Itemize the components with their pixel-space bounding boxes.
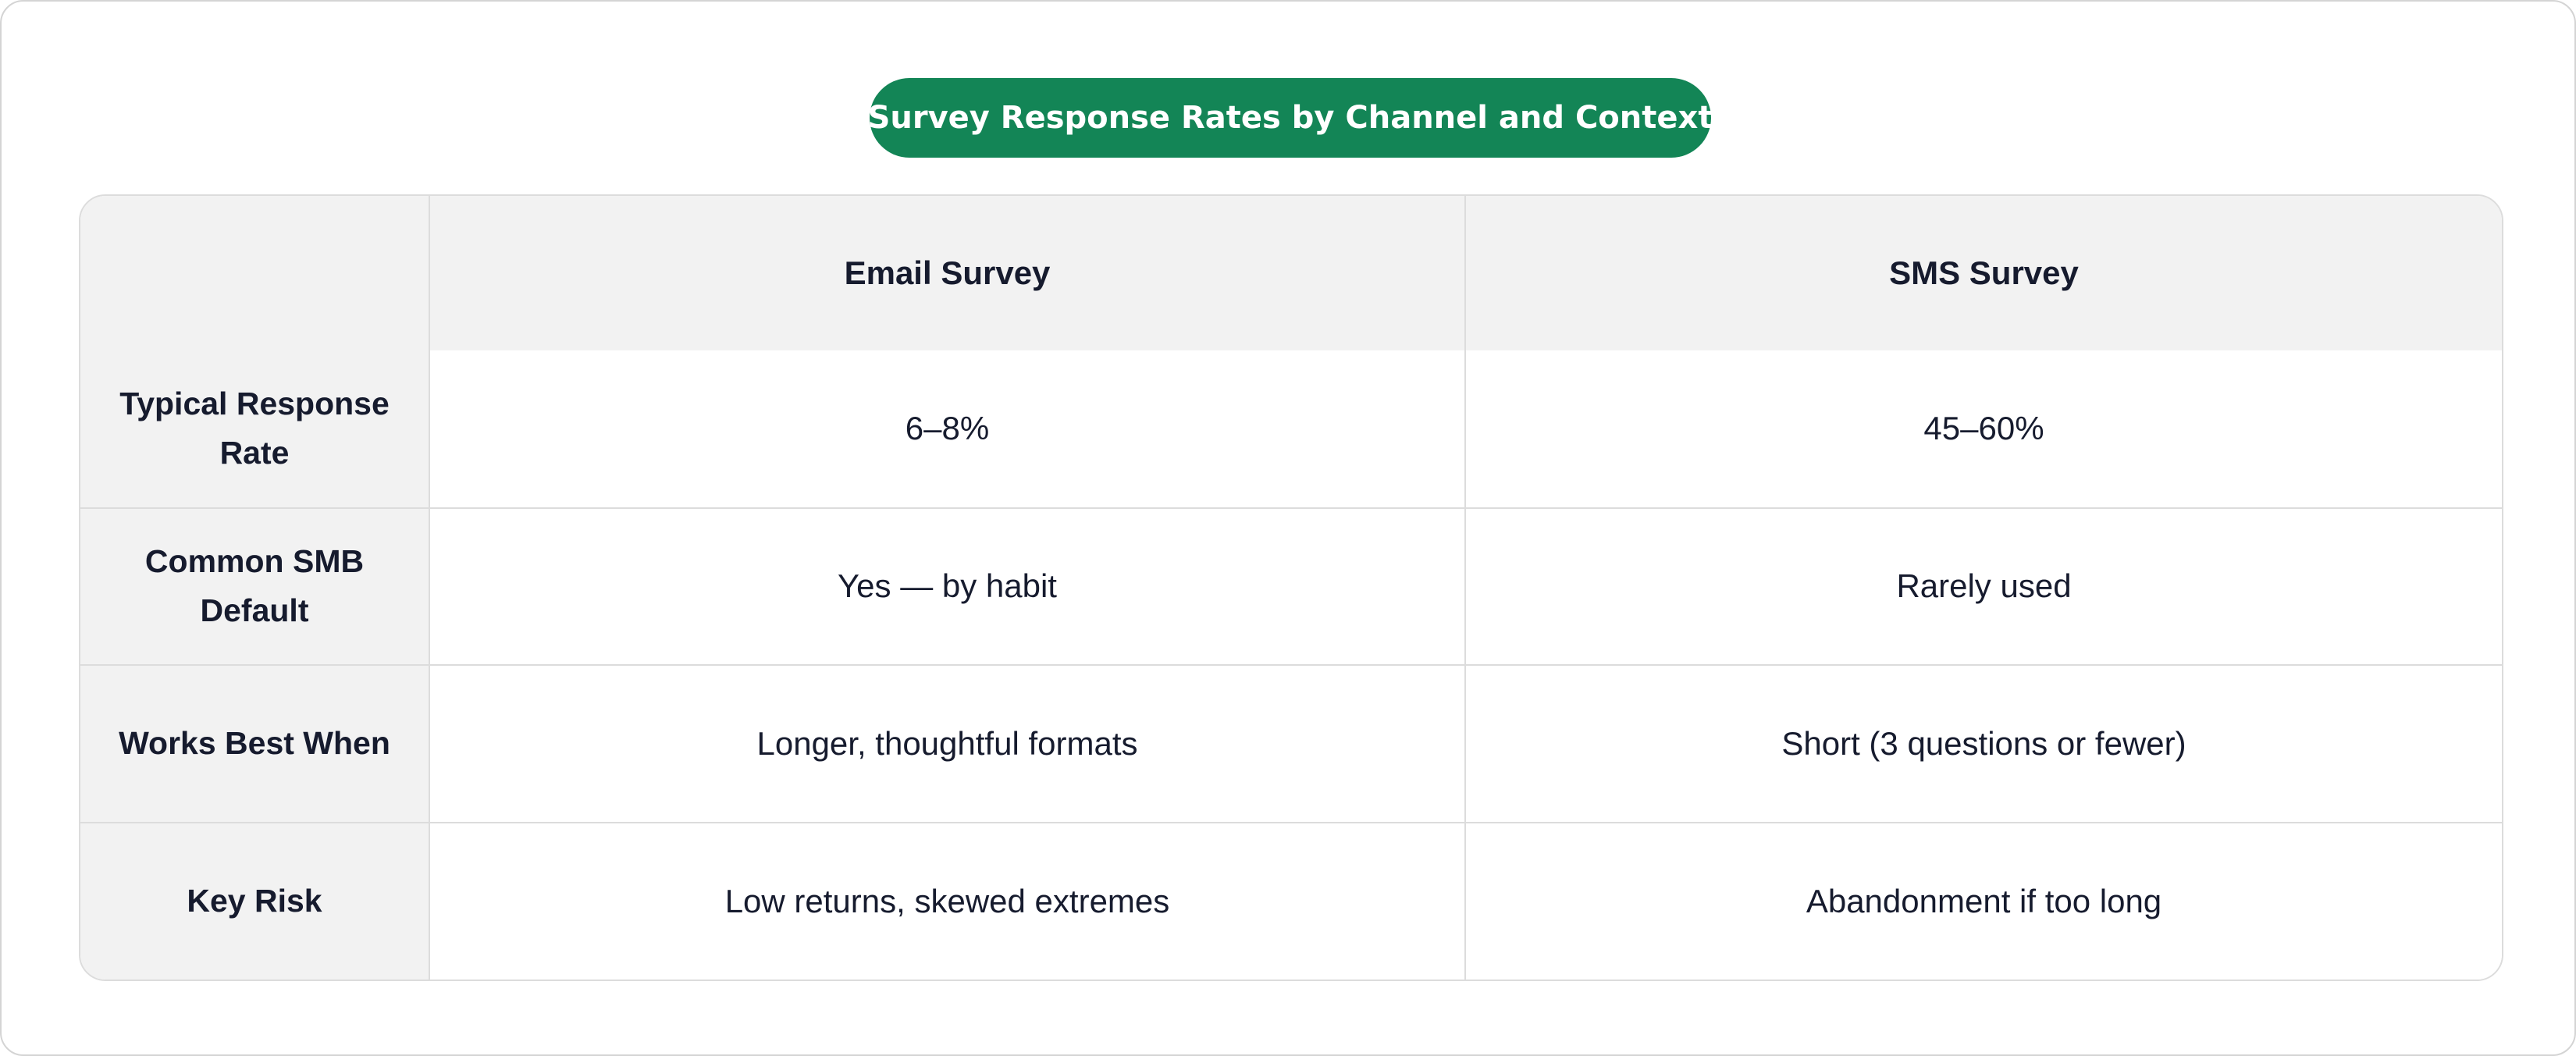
header-sms-survey: SMS Survey <box>1465 196 2502 350</box>
header-corner <box>80 196 430 350</box>
header-email-survey: Email Survey <box>429 196 1466 350</box>
table-row: Works Best When Longer, thoughtful forma… <box>80 665 2502 823</box>
row-label: Works Best When <box>80 665 430 823</box>
table-row: Key Risk Low returns, skewed extremes Ab… <box>80 822 2502 980</box>
cell-sms: Short (3 questions or fewer) <box>1465 665 2502 823</box>
row-label: Common SMB Default <box>80 507 430 666</box>
table-row: Common SMB Default Yes — by habit Rarely… <box>80 507 2502 666</box>
cell-sms: 45–60% <box>1465 350 2502 509</box>
cell-email: Yes — by habit <box>429 507 1466 666</box>
cell-sms: Rarely used <box>1465 507 2502 666</box>
row-label: Typical Response Rate <box>80 350 430 509</box>
table-row: Typical Response Rate 6–8% 45–60% <box>80 350 2502 509</box>
cell-email: Low returns, skewed extremes <box>429 822 1466 980</box>
table-title: Survey Response Rates by Channel and Con… <box>868 78 1713 158</box>
cell-sms: Abandonment if too long <box>1465 822 2502 980</box>
comparison-table: Email Survey SMS Survey Typical Response… <box>79 194 2503 981</box>
row-label: Key Risk <box>80 822 430 980</box>
cell-email: 6–8% <box>429 350 1466 509</box>
cell-email: Longer, thoughtful formats <box>429 665 1466 823</box>
header-row: Email Survey SMS Survey <box>80 196 2502 350</box>
